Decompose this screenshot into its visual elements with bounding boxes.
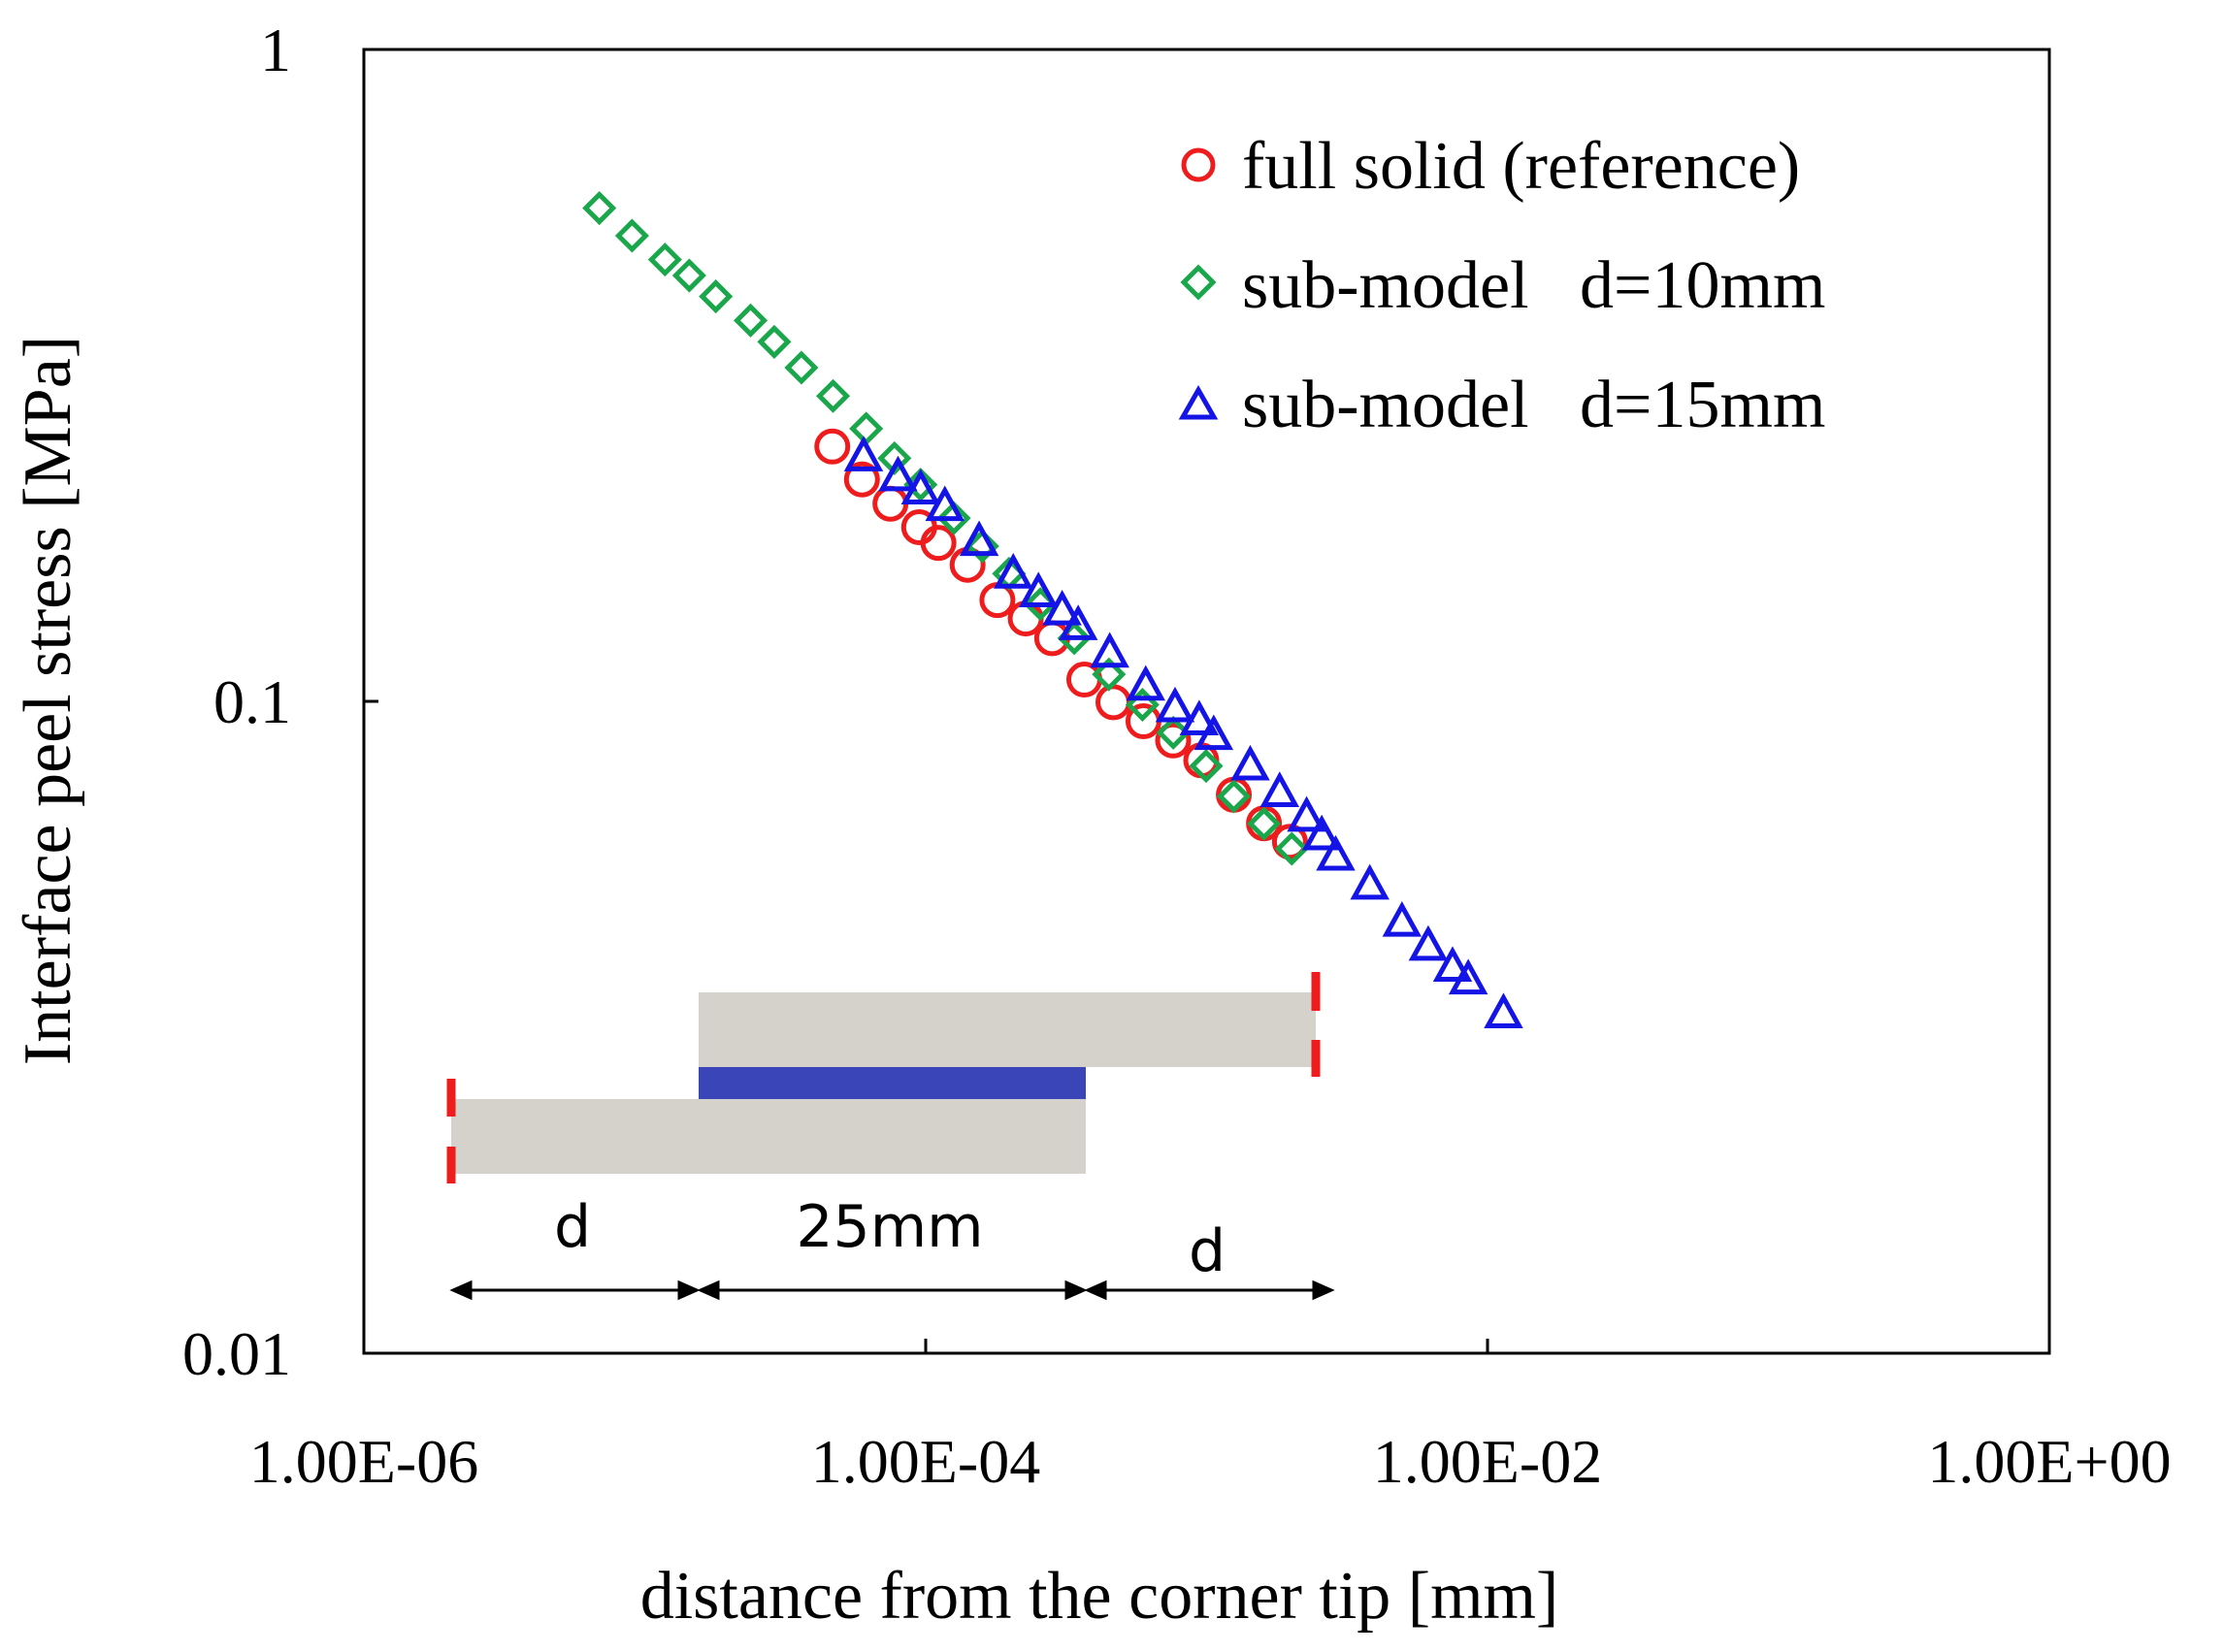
data-point [1058,604,1098,640]
legend-label-full-solid: full solid (reference) [1242,129,1800,204]
data-point [1155,722,1192,759]
dimension-arrows [449,1279,1335,1301]
legend-label-submodel-d15: sub-model d=15mm [1242,368,1825,442]
data-point [994,553,1033,589]
data-point [1432,946,1473,983]
data-point [1042,589,1082,626]
legend-marker-circle [1181,147,1216,182]
data-point [1018,571,1059,608]
series-circle [814,428,1308,860]
x-axis-label: distance from the corner tip [mm] [640,1559,1559,1634]
data-point [1126,664,1165,701]
data-point [903,468,938,502]
data-point [1179,699,1220,735]
data-point [1350,863,1390,900]
data-point [925,485,965,522]
data-point [843,436,884,471]
data-point [965,529,999,564]
data-point [872,485,909,522]
data-point [614,218,649,253]
data-point [1090,632,1129,668]
legend: full solid (reference) sub-model d=10mm … [1178,129,1825,442]
data-point [900,469,941,504]
data-point [959,520,999,557]
data-point [1194,714,1234,751]
data-point [1155,686,1195,723]
data-point [1287,795,1326,832]
y-axis: 1 0.1 0.01 [182,16,378,1388]
dimension-right-label: d [1189,1217,1226,1285]
legend-label-submodel-d10: sub-model d=10mm [1242,248,1825,323]
data-point [1408,924,1449,961]
upper-plate [699,992,1316,1067]
data-point [1092,657,1127,692]
x-tick-label: 1.00E+00 [1927,1427,2171,1496]
data-point [1156,715,1191,750]
series-layer [582,191,1523,1029]
data-point [1301,814,1342,851]
series-triangle [843,436,1523,1029]
data-point [814,428,851,465]
data-point [1217,779,1252,814]
x-axis: 1.00E-06 1.00E-04 1.00E-02 1.00E+00 [249,1339,2172,1496]
data-point [1065,662,1102,698]
y-tick-label: 0.1 [213,667,291,736]
y-tick-label: 1 [260,16,291,84]
dimension-left-label: d [554,1193,591,1261]
data-point [878,455,918,492]
data-point [784,350,819,385]
data-point [671,258,706,293]
data-point [733,303,769,338]
data-point [757,324,792,359]
data-point [1259,771,1300,807]
data-point [1247,806,1282,841]
data-point [1382,901,1423,937]
data-point [1189,749,1224,784]
data-point [699,279,734,314]
data-point [647,243,682,277]
adhesive-layer [699,1067,1086,1099]
joint-schematic: d 25mm d [446,972,1335,1301]
lower-plate [451,1099,1086,1174]
data-point [920,525,957,562]
dimension-middle-label: 25mm [796,1193,983,1261]
data-point [1316,834,1356,871]
x-tick-label: 1.00E-02 [1373,1427,1602,1496]
data-point [1095,684,1131,721]
legend-marker-triangle [1178,384,1219,420]
data-point [816,378,851,413]
y-tick-label: 0.01 [182,1319,291,1388]
x-tick-label: 1.00E-06 [249,1427,478,1496]
data-point [936,501,971,535]
data-point [843,461,880,498]
data-point [1230,744,1270,781]
y-axis-label: Interface peel stress [MPa] [11,336,85,1065]
data-point [582,191,617,226]
data-point [1448,958,1488,995]
data-point [1484,992,1523,1029]
data-point [1274,831,1309,866]
x-tick-label: 1.00E-04 [811,1427,1040,1496]
legend-marker-diamond [1180,264,1217,301]
data-point [849,411,884,446]
